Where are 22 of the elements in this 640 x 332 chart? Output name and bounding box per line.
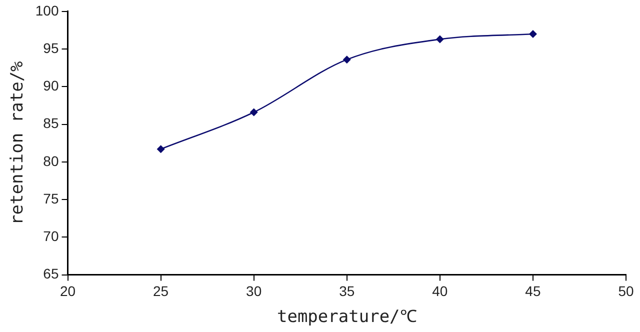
point (156, 145, 165, 154)
x-tick-label: 40 (432, 283, 448, 300)
y-tick-label: 90 (43, 78, 59, 94)
y-tick-label: 65 (43, 266, 59, 282)
x-tick-label: 45 (525, 283, 541, 300)
y-tick-label: 70 (43, 228, 59, 244)
y-tick-label: 95 (43, 40, 59, 56)
x-tick-label: 20 (60, 283, 76, 300)
x-tick-label: 35 (339, 283, 355, 300)
y-tick-label: 75 (43, 190, 59, 206)
y-tick-label: 85 (43, 115, 59, 132)
y-axis-title: retention rate/% (8, 61, 28, 225)
x-tick-label: 50 (618, 283, 634, 300)
x-axis-title: temperature/℃ (276, 307, 417, 328)
x-tick-label: 25 (153, 283, 169, 300)
y-tick-label: 80 (43, 152, 59, 169)
y-tick-label: 100 (35, 2, 59, 18)
x-tick-label: 30 (246, 283, 262, 300)
point (528, 30, 537, 38)
point (342, 56, 351, 64)
point (436, 35, 444, 44)
point (250, 108, 258, 116)
